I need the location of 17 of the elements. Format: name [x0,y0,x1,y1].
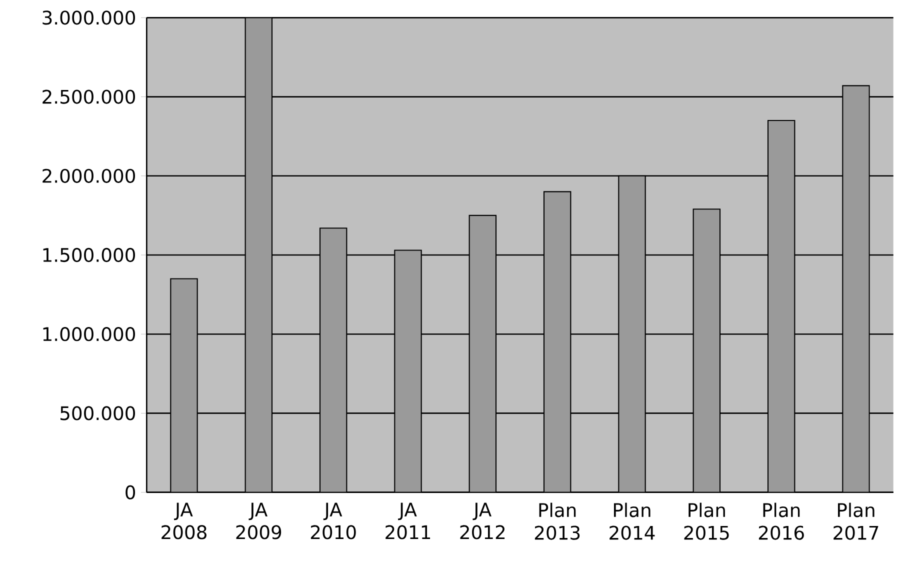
x-tick-label: JA 2008 [162,502,206,540]
y-tick-label: 0 [126,485,136,500]
x-tick-label: JA 2011 [386,502,430,540]
x-tick-label: Plan 2013 [534,502,580,540]
x-tick-label: Plan 2017 [834,502,878,540]
y-tick-label: 1.000.000 [43,327,136,342]
y-tick-label: 2.500.000 [42,90,136,104]
y-tick-label: 500.000 [60,406,136,420]
y-tick-label: 1.500.000 [43,248,136,262]
x-tick-label: JA 2009 [236,502,282,540]
y-tick-label: 2.000.000 [42,168,136,183]
x-tick-label: Plan 2015 [684,502,729,540]
y-tick-label: 3.000.000 [42,10,136,25]
x-tick-label: Plan 2014 [610,502,655,540]
x-tick-label: JA 2012 [460,502,505,540]
x-tick-label: Plan 2016 [758,502,804,540]
x-tick-label: JA 2010 [310,502,356,540]
